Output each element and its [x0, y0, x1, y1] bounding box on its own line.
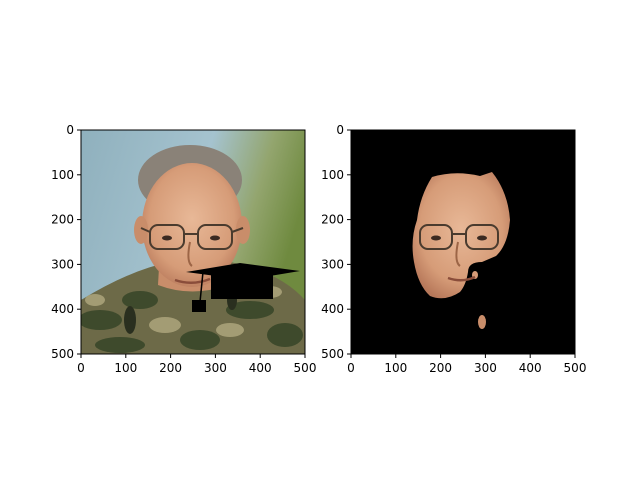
right-mask-panel [350, 129, 576, 355]
x-tick-label: 400 [249, 361, 272, 375]
segmented-face-mask [351, 130, 575, 354]
y-tick-label: 500 [321, 347, 344, 361]
y-tick-label: 100 [51, 168, 74, 182]
y-tick-label: 100 [321, 168, 344, 182]
x-tick-label: 300 [204, 361, 227, 375]
x-tick-label: 100 [384, 361, 407, 375]
graduation-cap-overlay [186, 263, 300, 312]
y-tick-label: 500 [51, 347, 74, 361]
y-tick-label: 200 [51, 213, 74, 227]
y-tick-label: 0 [66, 123, 74, 137]
x-tick-label: 400 [519, 361, 542, 375]
x-tick-label: 500 [564, 361, 587, 375]
y-tick-label: 0 [336, 123, 344, 137]
x-tick-label: 0 [347, 361, 355, 375]
y-tick-label: 300 [321, 257, 344, 271]
x-tick-label: 100 [114, 361, 137, 375]
x-tick-label: 0 [77, 361, 85, 375]
left-image-panel [80, 129, 306, 355]
x-tick-label: 200 [429, 361, 452, 375]
portrait-photo [81, 130, 305, 354]
y-tick-label: 300 [51, 257, 74, 271]
x-tick-label: 500 [294, 361, 317, 375]
y-tick-label: 200 [321, 213, 344, 227]
y-tick-label: 400 [51, 302, 74, 316]
x-tick-label: 300 [474, 361, 497, 375]
y-tick-label: 400 [321, 302, 344, 316]
x-tick-label: 200 [159, 361, 182, 375]
